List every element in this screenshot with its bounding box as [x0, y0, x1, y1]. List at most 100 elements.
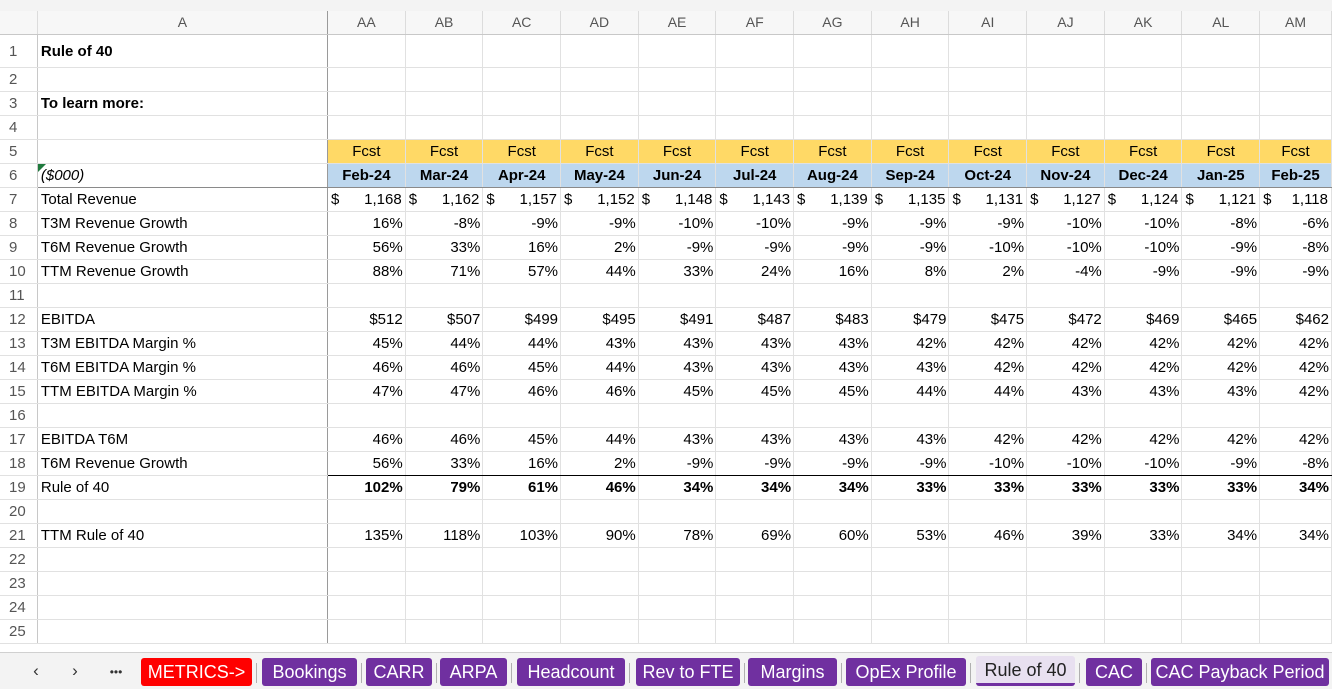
value-cell[interactable]: 33% [1104, 475, 1183, 500]
spreadsheet-grid[interactable]: A AA AB AC AD AE AF AG AH AI AJ AK AL AM 1 Rule of 40 2 3… [0, 11, 1332, 644]
empty-cell[interactable] [793, 91, 872, 116]
row-label-cell[interactable] [37, 595, 329, 620]
value-cell[interactable]: 34% [638, 475, 717, 500]
empty-cell[interactable] [715, 283, 795, 308]
empty-cell[interactable] [327, 595, 406, 620]
value-cell[interactable]: $465 [1181, 307, 1261, 332]
empty-cell[interactable] [327, 547, 406, 572]
revenue-cell[interactable]: $1,162 [405, 187, 484, 212]
empty-cell[interactable] [327, 403, 406, 428]
value-cell[interactable]: 44% [405, 331, 484, 356]
empty-cell[interactable] [405, 34, 484, 68]
empty-cell[interactable] [1026, 403, 1105, 428]
value-cell[interactable]: 43% [871, 427, 950, 452]
empty-cell[interactable] [1104, 403, 1183, 428]
value-cell[interactable]: 88% [327, 259, 406, 284]
row-header[interactable]: 1 [0, 34, 38, 68]
empty-cell[interactable] [1181, 499, 1261, 524]
value-cell[interactable]: 33% [948, 475, 1028, 500]
row-label-cell[interactable]: EBITDA T6M [37, 427, 329, 452]
value-cell[interactable]: $475 [948, 307, 1028, 332]
value-cell[interactable]: 16% [482, 235, 562, 260]
column-header-af[interactable]: AF [715, 11, 795, 35]
row-header[interactable]: 4 [0, 115, 38, 140]
empty-cell[interactable] [1181, 595, 1261, 620]
value-cell[interactable]: $487 [715, 307, 795, 332]
value-cell[interactable]: 43% [638, 331, 717, 356]
row-header[interactable]: 19 [0, 475, 38, 500]
empty-cell[interactable] [1259, 115, 1332, 140]
value-cell[interactable]: -10% [1026, 211, 1105, 236]
value-cell[interactable]: 45% [482, 355, 562, 380]
value-cell[interactable]: 46% [327, 355, 406, 380]
empty-cell[interactable] [1181, 115, 1261, 140]
empty-cell[interactable] [560, 91, 639, 116]
value-cell[interactable]: 43% [560, 331, 639, 356]
empty-cell[interactable] [1026, 571, 1105, 596]
value-cell[interactable]: 34% [715, 475, 795, 500]
empty-cell[interactable] [405, 499, 484, 524]
row-header[interactable]: 16 [0, 403, 38, 428]
empty-cell[interactable] [1026, 115, 1105, 140]
value-cell[interactable]: -9% [1181, 451, 1261, 476]
row-label-cell[interactable] [37, 283, 329, 308]
value-cell[interactable]: -9% [1104, 259, 1183, 284]
column-header-al[interactable]: AL [1181, 11, 1261, 35]
value-cell[interactable]: -9% [715, 235, 795, 260]
value-cell[interactable]: 103% [482, 523, 562, 548]
empty-cell[interactable] [560, 115, 639, 140]
empty-cell[interactable] [560, 499, 639, 524]
value-cell[interactable]: -10% [948, 451, 1028, 476]
empty-cell[interactable] [1104, 34, 1183, 68]
column-header-a[interactable]: A [37, 11, 329, 35]
value-cell[interactable]: 2% [948, 259, 1028, 284]
period-header-cell[interactable]: May-24 [560, 163, 639, 188]
tab-scroll-right-icon[interactable]: › [72, 661, 78, 680]
value-cell[interactable]: 46% [560, 475, 639, 500]
value-cell[interactable]: 33% [1104, 523, 1183, 548]
period-header-cell[interactable]: Jun-24 [638, 163, 717, 188]
empty-cell[interactable] [1181, 619, 1261, 644]
empty-cell[interactable] [1104, 283, 1183, 308]
empty-cell[interactable] [1026, 34, 1105, 68]
revenue-cell[interactable]: $1,148 [638, 187, 717, 212]
value-cell[interactable]: 42% [1104, 427, 1183, 452]
empty-cell[interactable] [871, 547, 950, 572]
empty-cell[interactable] [1181, 571, 1261, 596]
empty-cell[interactable] [638, 571, 717, 596]
sheet-tab-opex-profile[interactable]: OpEx Profile [846, 658, 966, 686]
forecast-label-cell[interactable]: Fcst [1104, 139, 1183, 164]
empty-cell[interactable] [948, 571, 1028, 596]
empty-cell[interactable] [793, 67, 872, 92]
empty-cell[interactable] [715, 91, 795, 116]
value-cell[interactable]: 43% [793, 355, 872, 380]
empty-cell[interactable] [482, 499, 562, 524]
empty-cell[interactable] [793, 499, 872, 524]
value-cell[interactable]: -8% [405, 211, 484, 236]
value-cell[interactable]: $469 [1104, 307, 1183, 332]
value-cell[interactable]: 43% [715, 355, 795, 380]
empty-cell[interactable] [871, 595, 950, 620]
empty-cell[interactable] [1259, 595, 1332, 620]
value-cell[interactable]: 46% [560, 379, 639, 404]
row-header[interactable]: 5 [0, 139, 38, 164]
value-cell[interactable]: 78% [638, 523, 717, 548]
value-cell[interactable]: 90% [560, 523, 639, 548]
value-cell[interactable]: 33% [405, 451, 484, 476]
sheet-tab-headcount[interactable]: Headcount [517, 658, 625, 686]
empty-cell[interactable] [1259, 403, 1332, 428]
empty-cell[interactable] [1259, 571, 1332, 596]
value-cell[interactable]: 2% [560, 235, 639, 260]
sheet-tab-margins[interactable]: Margins [748, 658, 837, 686]
row-header[interactable]: 20 [0, 499, 38, 524]
value-cell[interactable]: 42% [948, 355, 1028, 380]
value-cell[interactable]: 42% [1259, 427, 1332, 452]
value-cell[interactable]: 53% [871, 523, 950, 548]
empty-cell[interactable] [482, 547, 562, 572]
value-cell[interactable]: -10% [638, 211, 717, 236]
value-cell[interactable]: 42% [1181, 331, 1261, 356]
empty-cell[interactable] [1026, 595, 1105, 620]
empty-cell[interactable] [715, 571, 795, 596]
empty-cell[interactable] [948, 547, 1028, 572]
forecast-label-cell[interactable]: Fcst [638, 139, 717, 164]
